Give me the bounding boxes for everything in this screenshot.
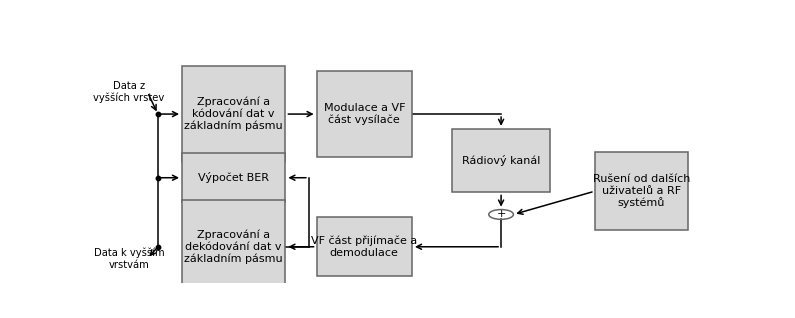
Text: Data z
vyšších vrstev: Data z vyšších vrstev xyxy=(93,81,165,103)
Text: Modulace a VF
část vysílače: Modulace a VF část vysílače xyxy=(324,103,405,125)
Text: Zpracování a
kódování dat v
základním pásmu: Zpracování a kódování dat v základním pá… xyxy=(184,97,283,131)
Bar xyxy=(182,200,285,293)
Bar xyxy=(452,129,550,192)
Text: +: + xyxy=(496,210,506,219)
Text: Rádiový kanál: Rádiový kanál xyxy=(462,155,541,166)
Text: Zpracování a
dekódování dat v
základním pásmu: Zpracování a dekódování dat v základním … xyxy=(184,230,283,264)
Bar xyxy=(316,218,412,276)
Text: Rušení od dalších
uživatelů a RF
systémů: Rušení od dalších uživatelů a RF systémů xyxy=(593,174,690,208)
Text: Výpočet BER: Výpočet BER xyxy=(198,172,270,183)
Text: VF část přijímače a
demodulace: VF část přijímače a demodulace xyxy=(311,236,417,258)
Text: Data k vyšším
vrstvám: Data k vyšším vrstvám xyxy=(94,247,165,270)
Bar xyxy=(595,152,688,230)
Bar xyxy=(182,66,285,162)
Bar xyxy=(316,71,412,157)
Bar xyxy=(182,153,285,202)
